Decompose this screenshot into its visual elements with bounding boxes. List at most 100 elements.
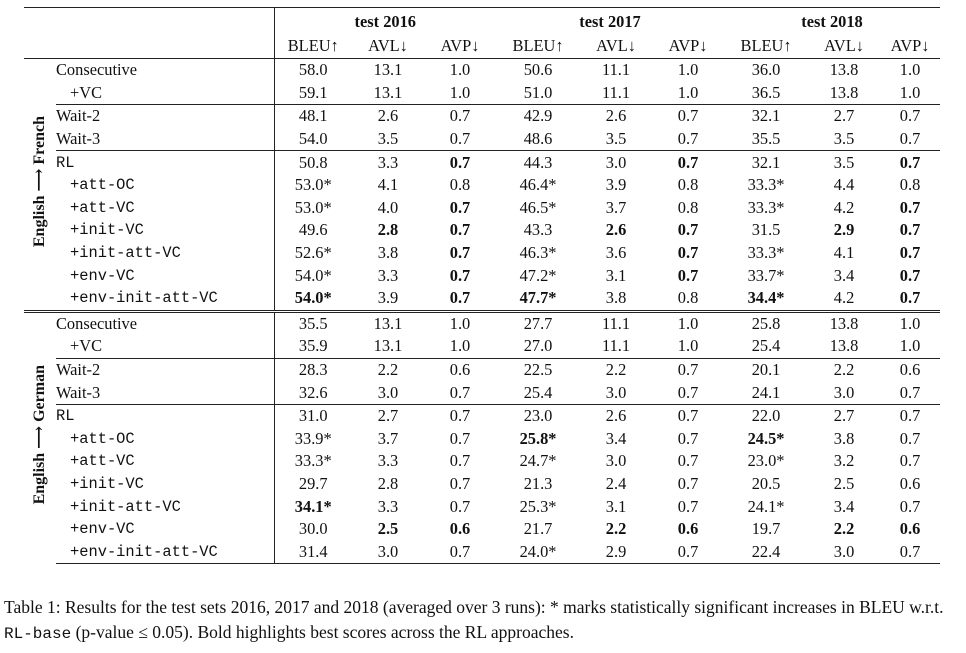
- value-cell: 3.4: [833, 265, 855, 285]
- value-cell: 35.5: [273, 309, 352, 336]
- header-metric-1-2: AVP↓: [668, 36, 708, 55]
- value-cell: 0.7: [899, 265, 921, 285]
- value-cell: 54.0*: [273, 264, 352, 287]
- value-cell: 33.9*: [273, 427, 352, 451]
- value-cell: 0.8: [677, 288, 699, 308]
- value-cell: 1.0: [899, 336, 921, 356]
- value-cell: 36.5: [751, 82, 781, 102]
- value-cell: 0.6: [899, 519, 921, 539]
- header-corner: [24, 7, 274, 34]
- value-cell: 59.1: [273, 81, 352, 105]
- value-cell: 0.7: [880, 540, 941, 565]
- value-cell: 1.0: [424, 309, 497, 336]
- value-cell: 0.7: [652, 540, 725, 565]
- section-label-cell: English ⟶ German: [24, 309, 56, 564]
- value-cell: 30.0: [273, 517, 352, 541]
- row-label: +env-init-att-VC: [56, 540, 274, 565]
- value-cell: 0.7: [677, 473, 699, 493]
- row-label: Wait-2: [56, 104, 274, 128]
- value-cell: 0.7: [652, 403, 725, 428]
- value-cell: 0.7: [677, 220, 699, 240]
- value-cell: 2.5: [377, 519, 399, 539]
- row-label: Consecutive: [56, 309, 274, 336]
- value-cell: 3.5: [808, 150, 881, 174]
- value-cell: 2.8: [377, 220, 399, 240]
- value-cell: 2.7: [808, 403, 881, 428]
- table-row: Wait-2 28.3 2.2 0.6 22.5 2.2 0.7 20.1 2.2 0.6: [24, 357, 941, 382]
- row-label: +att-OC: [70, 176, 135, 195]
- value-cell: 2.8: [377, 473, 399, 493]
- value-cell: 3.9: [605, 175, 627, 195]
- value-cell: 0.7: [449, 496, 471, 516]
- value-cell: 29.7: [273, 472, 352, 496]
- value-cell: 3.2: [833, 451, 855, 471]
- value-cell: 2.9: [580, 540, 653, 565]
- value-cell: 0.7: [449, 243, 471, 263]
- value-cell: 2.5: [833, 473, 855, 493]
- value-cell: 54.0: [273, 127, 352, 151]
- value-cell: 0.7: [449, 288, 471, 308]
- value-cell: 2.9: [833, 220, 855, 240]
- value-cell: 22.0: [724, 403, 809, 428]
- value-cell: 24.1*: [747, 496, 785, 516]
- value-cell: 13.8: [829, 336, 859, 356]
- value-cell: 20.1: [724, 357, 809, 382]
- value-cell: 3.3: [377, 265, 399, 285]
- value-cell: 3.5: [605, 129, 627, 149]
- value-cell: 0.7: [652, 104, 725, 128]
- value-cell: 2.6: [605, 220, 627, 240]
- row-label: Wait-3: [56, 129, 101, 149]
- value-cell: 0.7: [449, 197, 471, 217]
- value-cell: 0.7: [449, 382, 471, 402]
- table-row: English ⟶ French Consecutive 58.0 13.1 1.0 50…: [24, 57, 941, 312]
- value-cell: 24.5*: [747, 428, 785, 448]
- value-cell: 0.7: [449, 451, 471, 471]
- table-row: +env-init-att-VC 54.0* 3.9 0.7 47.7* 3.8 0.8 34…: [24, 286, 940, 312]
- value-cell: 22.5: [496, 357, 581, 382]
- value-cell: 44.3: [496, 150, 581, 174]
- value-cell: 25.4: [751, 336, 781, 356]
- value-cell: 47.7*: [519, 288, 557, 308]
- value-cell: 3.0: [605, 451, 627, 471]
- value-cell: 31.4: [273, 540, 352, 565]
- results-table-container: test 2016 test 2017 test 2018 BLEU↑ AVL↓ A…: [24, 7, 941, 565]
- value-cell: 3.9: [377, 288, 399, 308]
- value-cell: 0.7: [677, 243, 699, 263]
- header-group-2017: test 2017: [496, 7, 725, 34]
- table-caption: Table 1: Results for the test sets 2016,…: [4, 595, 962, 647]
- value-cell: 28.3: [273, 357, 352, 382]
- table-row: +init-VC 29.7 2.8 0.7 21.3 2.4 0.7 20.5 2.5 0.6: [24, 472, 940, 496]
- value-cell: 3.3: [352, 150, 424, 174]
- value-cell: 50.8: [273, 150, 352, 174]
- value-cell: 20.5: [751, 473, 781, 493]
- value-cell: 0.8: [899, 175, 921, 195]
- value-cell: 2.6: [580, 403, 653, 428]
- value-cell: 1.0: [449, 82, 471, 102]
- value-cell: 0.7: [899, 382, 921, 402]
- value-cell: 54.0*: [273, 286, 352, 312]
- table-row: +env-VC 54.0* 3.3 0.7 47.2* 3.1 0.7 33.7* 3.4 0.7: [24, 264, 940, 287]
- table-row: +init-att-VC 52.6* 3.8 0.7 46.3* 3.6 0.7 33.3* 4…: [24, 241, 940, 265]
- value-cell: 0.7: [899, 496, 921, 516]
- row-label: +env-VC: [70, 520, 135, 539]
- value-cell: 0.7: [424, 104, 497, 128]
- value-cell: 33.3*: [273, 450, 352, 473]
- row-label: RL: [56, 403, 274, 428]
- value-cell: 1.0: [880, 309, 941, 336]
- value-cell: 33.7*: [747, 265, 785, 285]
- value-cell: 2.2: [580, 357, 653, 382]
- row-label: +init-att-VC: [70, 244, 181, 263]
- table-row: +att-VC 33.3* 3.3 0.7 24.7* 3.0 0.7 23.0* 3.2 0.7: [24, 450, 940, 473]
- value-cell: 4.4: [833, 175, 855, 195]
- table-row: +att-VC 53.0* 4.0 0.7 46.5* 3.7 0.8 33.3* 4.2 0.7: [24, 196, 940, 220]
- value-cell: 25.3*: [519, 496, 557, 516]
- row-label: +att-OC: [70, 429, 135, 448]
- row-label: +env-init-att-VC: [70, 289, 218, 308]
- value-cell: 13.8: [808, 309, 881, 336]
- results-table: test 2016 test 2017 test 2018 BLEU↑ AVL↓ A…: [24, 7, 941, 565]
- value-cell: 3.3: [377, 451, 399, 471]
- value-cell: 13.1: [352, 57, 424, 82]
- value-cell: 48.1: [273, 104, 352, 128]
- value-cell: 34.4*: [747, 288, 785, 308]
- header-metric-0-2: AVP↓: [440, 36, 480, 55]
